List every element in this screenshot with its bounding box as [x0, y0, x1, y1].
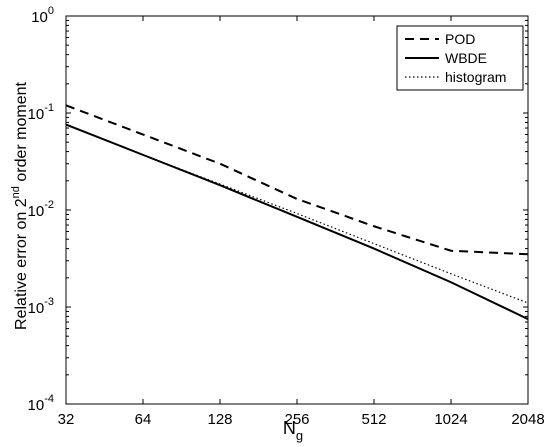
legend-label-pod: POD: [445, 31, 475, 47]
legend-label-histogram: histogram: [445, 69, 506, 85]
series-line-pod: [65, 104, 529, 256]
y-tick-label: 10-4: [28, 393, 54, 414]
ticks-layer: 32 64 128 256 512 1024 2048 10-4 10-3 10-2 10-1 100: [28, 5, 545, 428]
x-tick-label: 512: [361, 411, 386, 428]
y-axis-label: Relative error on 2nd order moment: [10, 81, 30, 329]
y-tick-label: 10-3: [28, 296, 54, 317]
legend: POD WBDE histogram: [396, 25, 524, 91]
x-tick-label: 32: [58, 411, 75, 428]
plot-frame: [65, 15, 529, 405]
series-line-histogram: [65, 124, 529, 304]
legend-label-wbde: WBDE: [445, 50, 487, 66]
x-axis-label: Ng: [283, 418, 303, 443]
axis-labels: Ng Relative error on 2nd order moment: [10, 81, 303, 443]
series-line-wbde: [65, 123, 529, 321]
series-layer: [65, 104, 529, 321]
x-tick-label: 128: [207, 411, 232, 428]
x-tick-label: 2048: [511, 411, 544, 428]
x-tick-label: 1024: [434, 411, 467, 428]
y-tick-label: 100: [31, 5, 54, 26]
x-tick-label: 64: [135, 411, 152, 428]
y-tick-label: 10-1: [28, 102, 54, 123]
y-tick-label: 10-2: [28, 199, 54, 220]
x-tick-label: 256: [284, 411, 309, 428]
